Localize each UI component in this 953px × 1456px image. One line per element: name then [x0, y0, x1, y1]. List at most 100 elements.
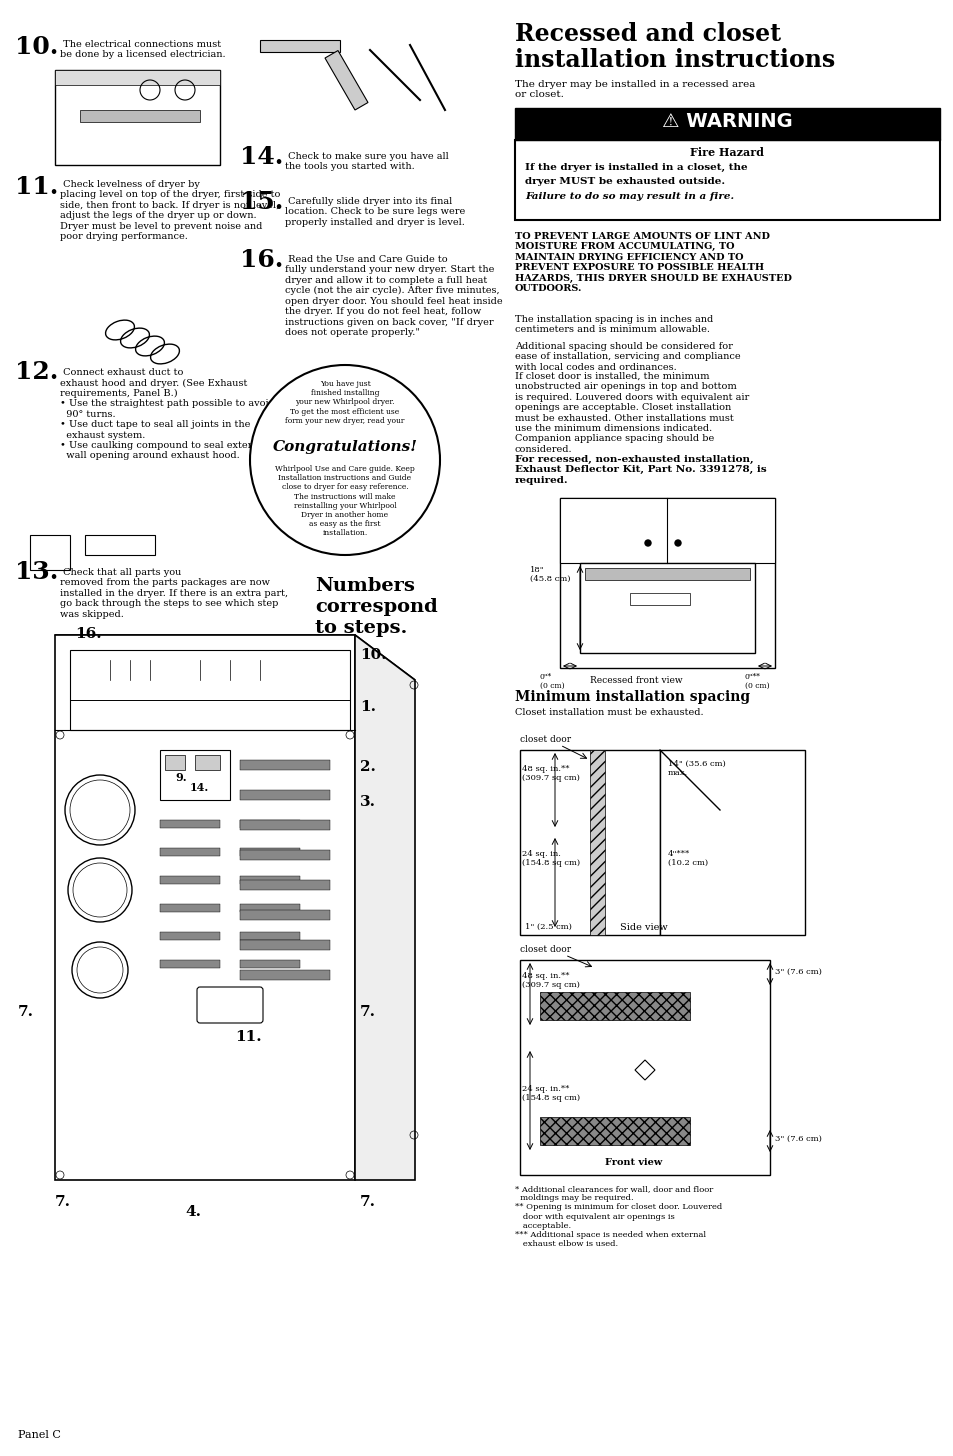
Text: closet door: closet door	[519, 735, 571, 744]
Text: 14" (35.6 cm)
max.: 14" (35.6 cm) max.	[667, 760, 725, 778]
Bar	[260, 39, 339, 52]
Text: Check levelness of dryer by
placing level on top of the dryer, first side to
sid: Check levelness of dryer by placing leve…	[60, 181, 280, 242]
Bar	[240, 850, 330, 860]
Bar	[85, 534, 154, 555]
Bar	[240, 932, 299, 941]
Text: 3" (7.6 cm): 3" (7.6 cm)	[774, 968, 821, 976]
Text: The installation spacing is in inches and
centimeters and is minimum allowable.: The installation spacing is in inches an…	[515, 314, 713, 335]
Text: You have just
finished installing
your new Whirlpool dryer.
To get the most effi: You have just finished installing your n…	[285, 380, 404, 425]
Text: 7.: 7.	[55, 1195, 71, 1208]
Text: * Additional clearances for wall, door and floor
  moldings may be required.
** : * Additional clearances for wall, door a…	[515, 1185, 721, 1248]
Text: 7.: 7.	[18, 1005, 34, 1019]
Text: Whirlpool Use and Care guide. Keep
Installation instructions and Guide
close to : Whirlpool Use and Care guide. Keep Insta…	[274, 464, 415, 537]
Text: Additional spacing should be considered for
ease of installation, servicing and : Additional spacing should be considered …	[515, 342, 740, 371]
Bar	[240, 904, 299, 911]
Bar	[240, 877, 299, 884]
Text: 14.: 14.	[190, 782, 209, 794]
Text: 1" (2.5 cm): 1" (2.5 cm)	[524, 923, 571, 930]
Bar	[165, 756, 185, 770]
Text: 12.: 12.	[15, 360, 58, 384]
Bar	[629, 593, 689, 606]
Bar	[160, 932, 220, 941]
Bar	[240, 820, 299, 828]
Bar	[584, 568, 749, 579]
Bar	[539, 1117, 689, 1144]
Bar	[240, 910, 330, 920]
Bar	[70, 649, 350, 729]
Text: Connect exhaust duct to
exhaust hood and dryer. (See Exhaust
requirements, Panel: Connect exhaust duct to exhaust hood and…	[60, 368, 274, 460]
Text: 15.: 15.	[240, 189, 283, 214]
Text: 7.: 7.	[359, 1195, 375, 1208]
Bar	[519, 750, 659, 935]
Text: 10.: 10.	[15, 35, 58, 60]
Text: Carefully slide dryer into its final
location. Check to be sure legs were
proper: Carefully slide dryer into its final loc…	[285, 197, 465, 227]
Text: closet door: closet door	[519, 945, 571, 954]
Bar	[240, 847, 299, 856]
Text: If closet door is installed, the minimum
unobstructed air openings in top and bo: If closet door is installed, the minimum…	[515, 371, 748, 454]
Polygon shape	[55, 635, 415, 680]
Bar	[240, 879, 330, 890]
Text: 4"***
(10.2 cm): 4"*** (10.2 cm)	[667, 850, 707, 868]
Bar	[559, 498, 774, 668]
Bar	[55, 70, 220, 84]
Text: Congratulations!: Congratulations!	[273, 440, 417, 454]
Text: 7.: 7.	[359, 1005, 375, 1019]
Text: Front view: Front view	[604, 1158, 661, 1168]
Text: Failure to do so may result in a fire.: Failure to do so may result in a fire.	[524, 192, 734, 201]
Bar	[30, 534, 70, 569]
Text: The dryer may be installed in a recessed area
or closet.: The dryer may be installed in a recessed…	[515, 80, 755, 99]
Bar	[325, 51, 368, 111]
Bar	[240, 791, 330, 799]
Text: 11.: 11.	[15, 175, 58, 199]
Bar	[80, 111, 200, 122]
Circle shape	[250, 365, 439, 555]
Bar	[240, 941, 330, 949]
Text: 14.: 14.	[240, 146, 283, 169]
Text: Fire Hazard: Fire Hazard	[689, 147, 763, 159]
Text: 0"**
(0 cm): 0"** (0 cm)	[744, 673, 769, 690]
Text: 13.: 13.	[15, 561, 58, 584]
Bar	[519, 960, 769, 1175]
Text: Panel C: Panel C	[18, 1430, 61, 1440]
Text: Check to make sure you have all
the tools you started with.: Check to make sure you have all the tool…	[285, 151, 448, 172]
Bar	[160, 847, 220, 856]
Text: Check that all parts you
removed from the parts packages are now
installed in th: Check that all parts you removed from th…	[60, 568, 288, 619]
Text: 18"
(45.8 cm): 18" (45.8 cm)	[530, 566, 570, 584]
Bar	[160, 904, 220, 911]
Text: Read the Use and Care Guide to
fully understand your new dryer. Start the
dryer : Read the Use and Care Guide to fully und…	[285, 255, 502, 336]
Bar	[55, 70, 220, 165]
Bar	[559, 498, 774, 563]
Text: dryer MUST be exhausted outside.: dryer MUST be exhausted outside.	[524, 178, 724, 186]
Text: For recessed, non-exhausted installation,
Exhaust Deflector Kit, Part No. 339127: For recessed, non-exhausted installation…	[515, 454, 766, 485]
Bar	[240, 960, 299, 968]
Text: ⚠ WARNING: ⚠ WARNING	[661, 112, 792, 131]
Text: 24 sq. in.**
(154.8 sq cm): 24 sq. in.** (154.8 sq cm)	[521, 1085, 579, 1102]
Circle shape	[644, 540, 650, 546]
Bar	[194, 756, 220, 770]
Bar	[240, 820, 330, 830]
Circle shape	[675, 540, 680, 546]
Text: 4.: 4.	[185, 1206, 201, 1219]
Bar	[515, 140, 939, 220]
Text: 2.: 2.	[359, 760, 375, 775]
Text: 0"*
(0 cm): 0"* (0 cm)	[539, 673, 564, 690]
Text: 1.: 1.	[359, 700, 375, 713]
Text: 11.: 11.	[234, 1029, 261, 1044]
Polygon shape	[355, 635, 415, 1179]
Text: Closet installation must be exhausted.: Closet installation must be exhausted.	[515, 708, 703, 716]
Text: 48 sq. in.**
(309.7 sq cm): 48 sq. in.** (309.7 sq cm)	[521, 973, 579, 989]
Bar	[240, 970, 330, 980]
Text: 10.: 10.	[359, 648, 386, 662]
Text: Numbers
correspond
to steps.: Numbers correspond to steps.	[314, 577, 437, 636]
Text: The electrical connections must
be done by a licensed electrician.: The electrical connections must be done …	[60, 39, 226, 60]
Bar	[240, 760, 330, 770]
Text: 16.: 16.	[75, 628, 102, 641]
Bar	[515, 108, 939, 140]
Bar	[160, 960, 220, 968]
Bar	[160, 820, 220, 828]
Text: Recessed front view: Recessed front view	[589, 676, 682, 684]
Bar	[539, 992, 689, 1021]
Bar	[589, 750, 604, 935]
Text: installation instructions: installation instructions	[515, 48, 835, 71]
Bar	[160, 750, 230, 799]
